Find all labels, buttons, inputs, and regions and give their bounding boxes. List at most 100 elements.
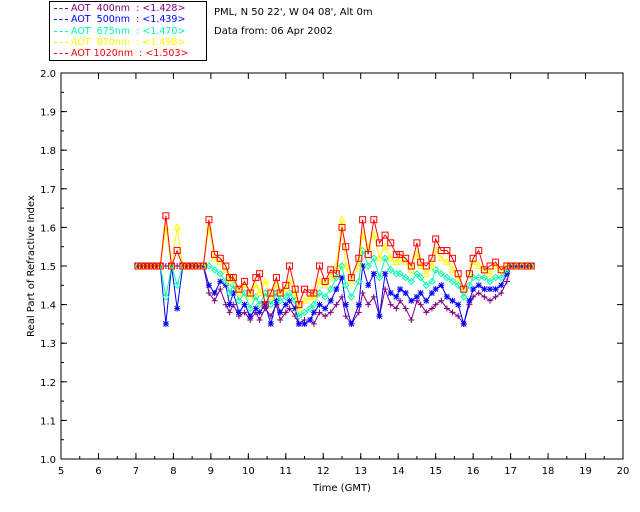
data-point [282,301,289,308]
legend-item: AOT 1020nm : <1.503> [54,48,188,59]
data-point [277,309,284,316]
data-point [443,305,450,312]
legend-swatch [54,8,68,9]
data-point [475,282,482,289]
data-point [306,304,314,313]
x-tick-label: 9 [208,466,214,477]
data-point [174,305,181,312]
legend-item: AOT 675nm : <1.470> [54,26,185,37]
legend-item: AOT 500nm : <1.439> [54,14,185,25]
data-point [306,289,314,297]
data-point [370,254,378,262]
data-point [310,289,318,297]
data-point [310,309,317,316]
data-point [173,222,181,231]
y-tick-label: 2.0 [40,69,56,80]
data-point [413,293,420,300]
data-point [333,301,340,308]
data-point [149,262,157,270]
data-point [443,293,450,300]
data-point [310,300,318,309]
data-point [460,293,468,301]
data-point [315,276,324,285]
data-point [241,277,249,285]
data-point [295,301,303,309]
data-point [338,215,346,223]
data-point [252,274,260,282]
data-point [486,269,494,277]
data-point [339,274,345,281]
data-point [393,293,400,300]
data-point [392,257,401,266]
data-point [162,212,170,220]
data-point [199,262,207,270]
data-point [486,297,493,304]
data-point [276,297,284,305]
data-point [141,262,149,270]
data-point [475,290,482,297]
data-point [326,272,335,281]
data-point [393,305,400,312]
legend-label: AOT 500nm : <1.439> [71,14,186,26]
data-point [359,263,366,269]
data-point [338,223,346,231]
data-point [241,301,248,308]
y-tick-label: 1.9 [40,108,56,119]
data-point [498,290,505,297]
data-point [315,289,324,297]
data-point [376,313,383,320]
data-point [454,270,462,278]
data-point [469,254,477,262]
legend-item: AOT 870nm : <1.498> [54,37,185,48]
data-point [267,320,274,327]
y-tick-label: 1.0 [40,455,56,466]
data-point [492,293,499,300]
data-point [375,253,384,262]
data-point [134,262,142,270]
y-tick-label: 1.4 [40,301,56,312]
location-text: PML, N 50 22', W 04 08', Alt 0m [214,7,373,18]
data-point [355,254,363,262]
data-point [370,293,377,300]
data-point [449,309,456,316]
data-point [339,293,345,300]
data-point [460,285,468,293]
data-point [210,266,219,274]
data-point [407,277,416,286]
data-point [342,301,349,308]
data-point [428,290,435,297]
data-point [316,262,324,270]
data-point [497,266,505,274]
data-point [497,273,505,282]
data-point [413,239,421,247]
data-point [205,282,212,289]
legend-item: AOT 400nm : <1.428> [54,3,185,14]
data-point [162,293,170,301]
x-tick-label: 5 [58,466,64,477]
data-point [503,278,510,285]
data-point [295,312,303,320]
data-point [428,254,436,262]
data-point [217,286,224,293]
data-point [480,266,488,274]
data-point [211,250,219,258]
data-point [486,262,494,270]
data-point [327,309,334,316]
data-point [402,305,409,312]
data-point [229,274,237,282]
data-point [252,280,260,289]
data-point [301,320,308,327]
y-tick-label: 1.3 [40,339,56,350]
data-point [342,313,349,320]
y-tick-label: 1.5 [40,262,56,273]
data-point [481,286,488,293]
data-point [327,297,334,304]
data-point [138,262,146,270]
data-point [486,286,493,293]
data-point [272,274,280,282]
data-point [276,289,284,297]
data-point [355,301,362,308]
data-point [381,254,389,262]
data-point [222,282,229,289]
data-point [211,297,218,304]
